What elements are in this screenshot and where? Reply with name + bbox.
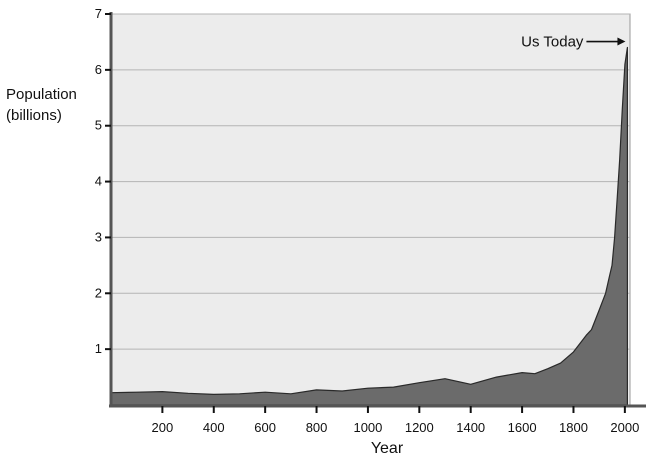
x-tick-label: 1000 — [353, 420, 382, 435]
x-tick-label: 400 — [203, 420, 225, 435]
y-tick-label: 5 — [95, 118, 102, 133]
y-tick-label: 4 — [95, 174, 102, 189]
y-tick-label: 6 — [95, 62, 102, 77]
population-area — [110, 46, 628, 406]
y-axis-label-line-2: (billions) — [6, 107, 62, 124]
y-ticks: 1 2 3 4 5 6 7 — [95, 6, 111, 356]
x-tick-label: 200 — [152, 420, 174, 435]
y-tick-label: 1 — [95, 341, 102, 356]
axes — [109, 12, 646, 408]
annotation-arrow-head — [617, 37, 626, 46]
y-tick-label: 3 — [95, 229, 102, 244]
x-axis-label: Year — [370, 440, 404, 457]
x-tick-label: 1600 — [508, 420, 537, 435]
x-tick-label: 1800 — [559, 420, 588, 435]
y-axis-label: Population (billions) — [6, 84, 77, 126]
y-tick-label: 7 — [95, 6, 102, 21]
annotation-label: Us Today — [521, 34, 584, 51]
x-ticks: 200 400 600 800 1000 1200 1400 1600 1800 2000 — [152, 406, 639, 435]
y-tick-label: 2 — [95, 285, 102, 300]
x-tick-label: 800 — [306, 420, 328, 435]
annotations: Us Today — [521, 34, 626, 51]
x-tick-label: 1400 — [456, 420, 485, 435]
y-axis-label-line-1: Population — [6, 86, 77, 103]
x-tick-label: 2000 — [610, 420, 639, 435]
x-tick-label: 600 — [254, 420, 276, 435]
plot-background — [110, 13, 631, 406]
grid-lines — [111, 13, 630, 350]
x-tick-label: 1200 — [405, 420, 434, 435]
